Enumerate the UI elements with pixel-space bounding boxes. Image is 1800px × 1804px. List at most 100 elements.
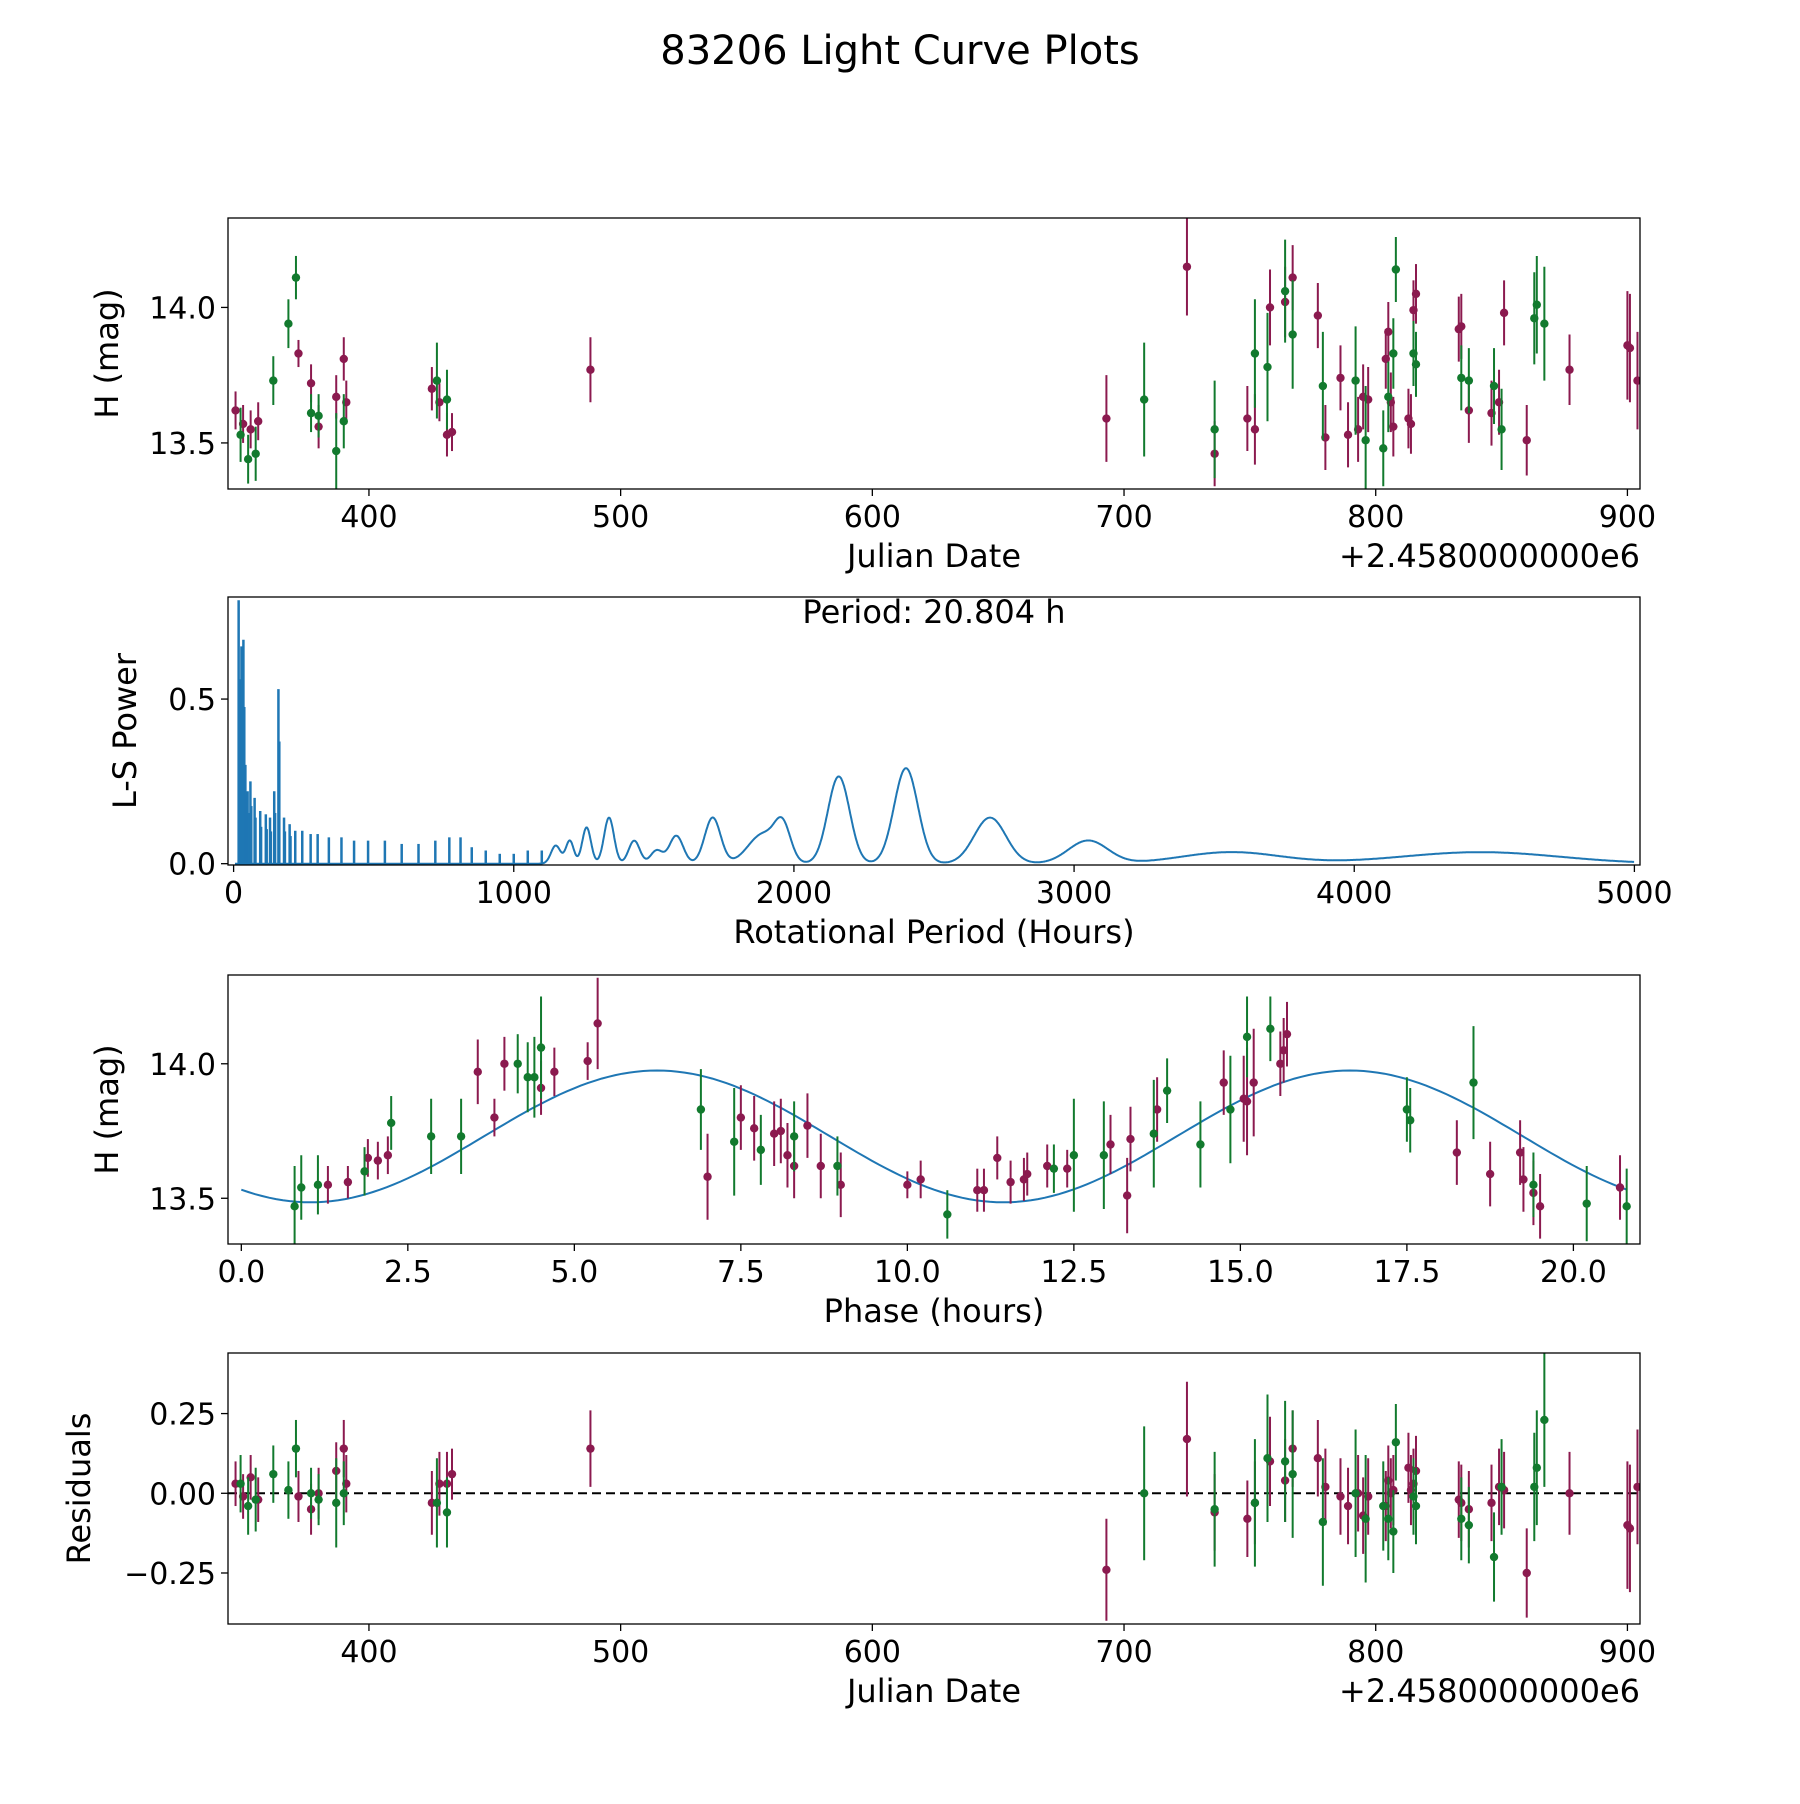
- data-point: [993, 1153, 1002, 1163]
- data-point: [1343, 1501, 1353, 1511]
- data-point: [1565, 365, 1574, 374]
- data-point: [1243, 414, 1252, 423]
- data-point: [1280, 286, 1290, 296]
- y-tick-label: 0.5: [168, 683, 216, 718]
- periodogram-panel: 0 1000 2000 3000 4000 5000 0.0 0.5 Rotational Pe…: [106, 593, 1673, 951]
- data-point: [1263, 362, 1272, 372]
- x-tick-label: 4000: [1316, 876, 1392, 911]
- data-point: [1242, 1097, 1252, 1106]
- data-point: [1633, 376, 1640, 385]
- x-tick-label: 500: [592, 500, 649, 535]
- plot-frame: [227, 1352, 1641, 1625]
- data-point: [1043, 1161, 1052, 1171]
- data-point: [1102, 414, 1111, 423]
- data-point: [254, 417, 263, 426]
- data-point: [973, 1186, 982, 1195]
- x-axis-label: Phase (hours): [824, 1292, 1045, 1330]
- x-tick-label: 1000: [476, 876, 552, 911]
- data-point: [1361, 436, 1370, 445]
- data-point: [1515, 1148, 1525, 1157]
- data-point: [1622, 1202, 1631, 1211]
- x-tick-label: 0.0: [217, 1255, 265, 1290]
- data-point: [1406, 419, 1416, 429]
- data-point: [769, 1129, 779, 1138]
- data-point: [550, 1067, 559, 1077]
- data-point: [383, 1151, 393, 1160]
- y-tick-label: 14.0: [149, 291, 216, 326]
- data-point: [1411, 1501, 1421, 1511]
- data-point: [426, 1132, 436, 1141]
- x-tick-label: 900: [1599, 1635, 1656, 1670]
- data-point: [1469, 1078, 1478, 1087]
- data-point: [1149, 1129, 1158, 1138]
- data-point: [442, 1508, 452, 1517]
- data-point: [1162, 1086, 1172, 1095]
- data-point: [447, 427, 457, 437]
- data-point: [1499, 308, 1509, 318]
- data-point: [231, 406, 240, 415]
- data-point: [1336, 373, 1345, 383]
- x-tick-label: 700: [1095, 1635, 1152, 1670]
- data-point: [1529, 1180, 1538, 1190]
- data-point: [1389, 422, 1398, 431]
- data-point: [1210, 425, 1219, 434]
- plot-frame: [227, 217, 1641, 490]
- x-tick-label: 900: [1599, 500, 1656, 535]
- data-point: [1464, 1520, 1474, 1530]
- data-point: [513, 1059, 522, 1068]
- data-point: [1464, 376, 1474, 385]
- data-point: [1535, 1202, 1545, 1211]
- data-point: [1540, 1415, 1549, 1425]
- data-point: [284, 1485, 293, 1495]
- data-point: [1288, 330, 1297, 339]
- y-tick-label: 0.00: [149, 1477, 216, 1512]
- data-point: [343, 1177, 353, 1187]
- data-point: [1582, 1199, 1591, 1208]
- data-point: [1249, 1078, 1258, 1087]
- data-point: [903, 1180, 912, 1190]
- y-axis-label: Residuals: [60, 1413, 98, 1565]
- x-tick-label: 700: [1095, 500, 1152, 535]
- data-point: [1565, 1489, 1574, 1498]
- x-tick-label: 600: [844, 1635, 901, 1670]
- data-point: [236, 1479, 245, 1488]
- data-point: [323, 1180, 333, 1190]
- data-point: [1489, 1552, 1499, 1562]
- x-offset-label: +2.4580000000e6: [1339, 537, 1640, 575]
- data-point: [1099, 1151, 1109, 1160]
- data-point: [833, 1161, 842, 1171]
- plot-area: [235, 600, 1635, 865]
- data-point: [836, 1180, 845, 1190]
- data-point: [1250, 1498, 1260, 1508]
- data-point: [456, 1132, 466, 1141]
- figure-title: 83206 Light Curve Plots: [660, 28, 1140, 74]
- data-point: [586, 1444, 595, 1453]
- data-point: [1379, 444, 1388, 453]
- data-point: [1497, 425, 1506, 434]
- x-axis-label: Rotational Period (Hours): [733, 913, 1134, 951]
- data-point: [442, 395, 452, 404]
- data-point: [916, 1175, 925, 1184]
- data-point: [803, 1121, 812, 1130]
- data-point: [1250, 425, 1260, 434]
- data-point: [1457, 373, 1466, 383]
- data-point: [339, 417, 348, 426]
- data-point: [1006, 1177, 1015, 1187]
- x-axis-label: Julian Date: [845, 537, 1021, 575]
- data-point: [1411, 289, 1421, 299]
- data-point: [523, 1073, 532, 1082]
- data-point: [776, 1126, 786, 1136]
- x-tick-label: 20.0: [1540, 1255, 1607, 1290]
- period-annotation: Period: 20.804 h: [802, 593, 1065, 631]
- data-point: [1049, 1164, 1059, 1173]
- data-point: [1384, 1514, 1393, 1523]
- data-point: [816, 1161, 825, 1171]
- data-point: [291, 273, 301, 282]
- data-point: [593, 1019, 602, 1028]
- data-point: [696, 1105, 706, 1114]
- data-point: [1276, 1059, 1285, 1068]
- data-point: [536, 1043, 546, 1052]
- data-point: [363, 1153, 373, 1163]
